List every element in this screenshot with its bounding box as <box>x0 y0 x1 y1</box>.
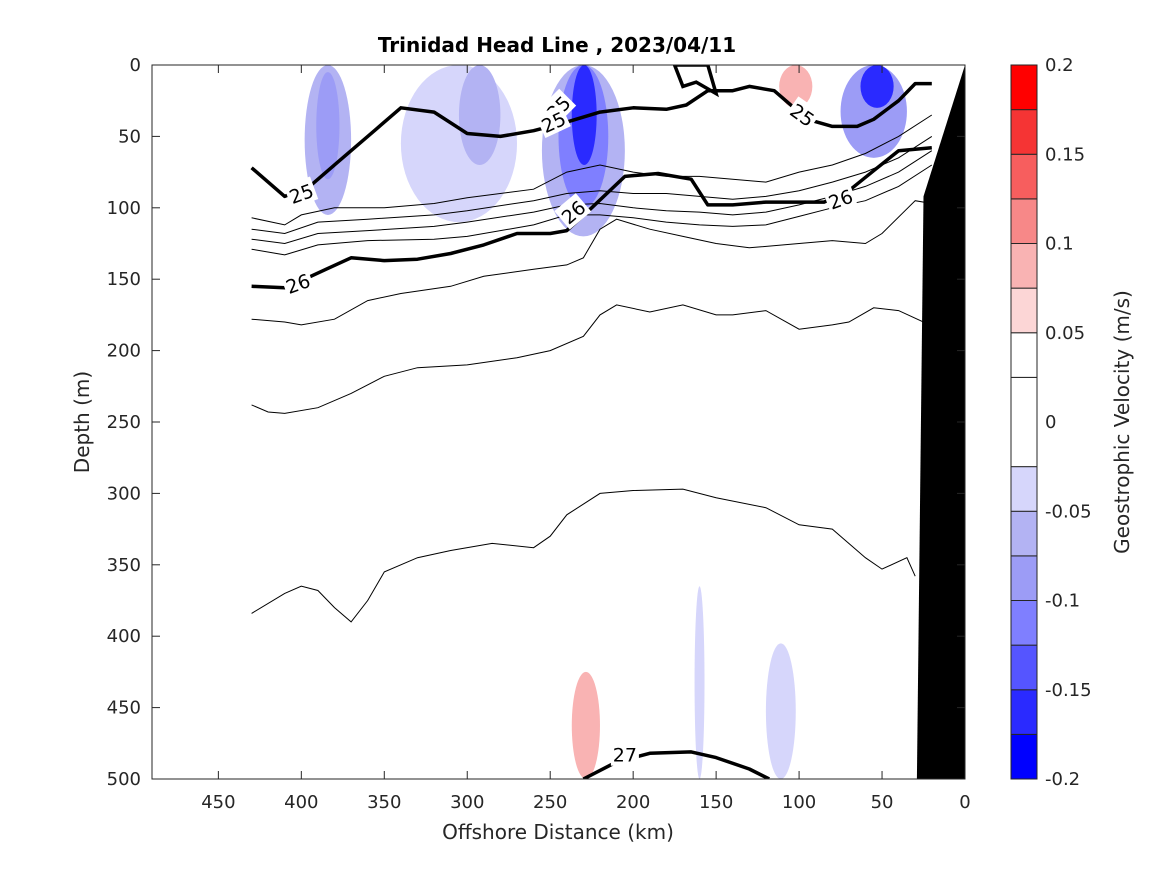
isopycnal-line <box>251 304 933 414</box>
colorbar-swatch <box>1010 109 1038 155</box>
colorbar-swatch <box>1010 555 1038 601</box>
velocity-patch <box>682 100 717 194</box>
x-tick-label: 350 <box>367 792 401 813</box>
y-tick-label: 150 <box>107 269 141 290</box>
x-tick-label: 0 <box>959 792 970 813</box>
contour-label-25: 25 <box>283 176 319 209</box>
velocity-patch <box>571 671 600 779</box>
colorbar-swatch <box>1010 198 1038 244</box>
x-tick-label: 250 <box>533 792 567 813</box>
colorbar-tick-label: -0.15 <box>1045 680 1092 701</box>
colorbar-swatch <box>1010 243 1038 289</box>
velocity-patch <box>400 65 518 223</box>
colorbar-tick-label: 0 <box>1045 412 1056 433</box>
y-tick-label: 0 <box>130 55 141 76</box>
contour-label-bg <box>554 193 592 230</box>
contour-label-27: 27 <box>610 741 639 767</box>
velocity-patch <box>765 643 796 779</box>
colorbar-swatch <box>1010 64 1038 111</box>
contour-label-bg <box>784 96 822 133</box>
isopycnal-25 <box>250 81 932 199</box>
y-tick-label: 200 <box>107 341 141 362</box>
velocity-patch <box>316 72 340 180</box>
isopycnal-line <box>251 135 933 235</box>
y-tick-label: 100 <box>107 198 141 219</box>
y-tick-label: 250 <box>107 412 141 433</box>
x-axis: 450 400 350 300 250 200 150 100 50 0 <box>201 65 971 813</box>
velocity-patch <box>853 336 883 737</box>
colorbar-tick-label: 0.1 <box>1045 234 1074 255</box>
velocity-patch <box>458 65 501 165</box>
x-tick-label: 400 <box>284 792 318 813</box>
y-tick-label: 450 <box>107 698 141 719</box>
colorbar-tick-label: 0.15 <box>1045 144 1085 165</box>
y-axis-label: Depth (m) <box>70 371 94 473</box>
velocity-patch <box>536 422 617 779</box>
velocity-patch <box>779 65 813 108</box>
chart-title: Trinidad Head Line , 2023/04/11 <box>378 33 736 57</box>
x-tick-label: 200 <box>616 792 650 813</box>
colorbar-swatch <box>1010 600 1038 646</box>
contour-label-bg <box>283 176 319 209</box>
colorbar-swatch <box>1010 510 1038 557</box>
colorbar-label: Geostrophic Velocity (m/s) <box>1110 290 1134 554</box>
x-tick-label: 300 <box>450 792 484 813</box>
colorbar-tick-label: -0.2 <box>1045 769 1080 790</box>
colorbar: 0.2 0.15 0.1 0.05 0 -0.05 -0.1 -0.15 -0.2 <box>1010 55 1092 790</box>
colorbar-frame <box>1010 64 1038 780</box>
y-tick-label: 500 <box>107 769 141 790</box>
y-tick-label: 300 <box>107 483 141 504</box>
isopycnal-line <box>251 200 932 326</box>
colorbar-tick-label: 0.2 <box>1045 55 1074 76</box>
colorbar-swatch <box>1010 287 1038 334</box>
x-axis-label: Offshore Distance (km) <box>442 820 674 844</box>
bottom-topography <box>916 65 965 779</box>
x-tick-label: 450 <box>201 792 235 813</box>
y-tick-label: 400 <box>107 626 141 647</box>
isopycnal-26 <box>251 146 932 290</box>
velocity-patch <box>251 65 272 215</box>
colorbar-swatch <box>1010 332 1038 378</box>
y-tick-label: 50 <box>118 126 141 147</box>
colorbar-swatch <box>1010 466 1038 512</box>
velocity-patch <box>694 586 705 779</box>
isopycnal-25-closed <box>672 65 719 98</box>
x-tick-label: 150 <box>699 792 733 813</box>
colorbar-swatch <box>1010 153 1038 200</box>
velocity-patch <box>571 65 597 165</box>
colorbar-swatch <box>1010 644 1038 691</box>
colorbar-tick-label: -0.05 <box>1045 501 1092 522</box>
colorbar-tick-label: 0.05 <box>1045 323 1085 344</box>
colorbar-swatch <box>1010 733 1038 780</box>
colorbar-swatch <box>1010 376 1038 468</box>
contour-label-bg <box>280 266 315 299</box>
x-tick-label: 100 <box>782 792 816 813</box>
y-tick-label: 350 <box>107 555 141 576</box>
colorbar-tick-label: -0.1 <box>1045 591 1080 612</box>
isopycnal-line <box>251 488 916 623</box>
isopycnal-contours <box>250 65 933 779</box>
contour-label-bg <box>535 104 571 138</box>
contour-label-26: 26 <box>280 266 315 299</box>
velocity-patch <box>312 322 347 615</box>
colorbar-swatch <box>1010 689 1038 735</box>
seafloor <box>916 65 965 779</box>
contour-label-bg <box>610 741 639 766</box>
x-tick-label: 50 <box>871 792 894 813</box>
velocity-patch <box>359 643 421 779</box>
contour-label-bg <box>822 182 858 215</box>
y-axis: 0 50 100 150 200 250 300 350 400 450 500 <box>107 55 965 790</box>
velocity-patch <box>860 65 894 108</box>
isopycnal-line <box>251 114 933 226</box>
contour-label-text: 27 <box>613 745 637 767</box>
